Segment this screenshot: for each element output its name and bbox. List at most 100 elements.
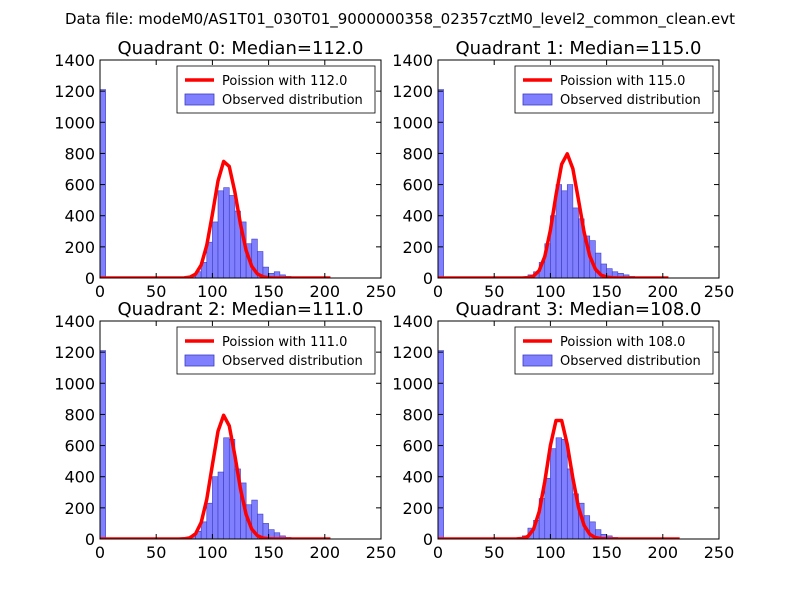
x-tick-label: 100	[535, 543, 566, 562]
legend-label-poisson: Poission with 111.0	[222, 335, 347, 350]
panel-title: Quadrant 0: Median=112.0	[118, 38, 364, 59]
x-tick-label: 250	[366, 543, 397, 562]
x-tick-label: 50	[484, 282, 504, 301]
axes-frame	[437, 59, 720, 279]
plot-area	[100, 89, 331, 278]
x-tick-label: 200	[310, 282, 341, 301]
plot-area	[438, 89, 669, 278]
y-tick-label: 1400	[392, 312, 433, 331]
x-tick-label: 0	[95, 543, 105, 562]
x-tick-label: 150	[253, 543, 284, 562]
legend-label-observed: Observed distribution	[560, 354, 701, 369]
poisson-curve	[438, 418, 680, 539]
legend-label-observed: Observed distribution	[222, 354, 363, 369]
legend-label-poisson: Poission with 112.0	[222, 74, 347, 89]
subplot-3: 0 50 100 150 200 250 0 200 400 600 800 1000 1200 1400…	[392, 299, 734, 562]
panels: 0 50 100 150 200 2500200400600800100012001400…	[54, 38, 734, 562]
subplot-0: 0 50 100 150 200 250 0 200 400 600 800 1000 1200 1400…	[54, 38, 396, 301]
x-tick-label: 200	[648, 282, 679, 301]
y-tick-label: 400	[402, 468, 433, 487]
y-tick-label: 1000	[54, 374, 95, 393]
y-tick-label: 400	[64, 207, 95, 226]
histogram-bar	[544, 477, 551, 539]
x-tick-label: 0	[433, 282, 443, 301]
legend: Poission with 115.0 Observed distribution	[514, 65, 714, 114]
y-tick-label: 1200	[54, 82, 95, 101]
axes-frame	[99, 59, 382, 279]
y-tick-label: 600	[64, 176, 95, 195]
y-tick-label: 1000	[392, 113, 433, 132]
panel-title: Quadrant 1: Median=115.0	[456, 38, 702, 59]
y-tick-label: 1400	[54, 312, 95, 331]
histogram-bar	[561, 439, 568, 539]
figure-suptitle: Data file: modeM0/AS1T01_030T01_90000003…	[65, 10, 735, 29]
y-tick-label: 400	[64, 468, 95, 487]
panel-title: Quadrant 2: Median=111.0	[118, 299, 364, 320]
y-tick-label: 200	[64, 499, 95, 518]
x-tick-label: 100	[197, 543, 228, 562]
histogram-bar	[223, 437, 230, 539]
histogram-bar	[217, 471, 224, 539]
y-tick-label: 600	[402, 176, 433, 195]
panel-title: Quadrant 3: Median=108.0	[456, 299, 702, 320]
y-tick-label: 800	[402, 405, 433, 424]
legend-bar-swatch	[522, 354, 553, 367]
y-tick-label: 1200	[54, 343, 95, 362]
x-tick-label: 150	[591, 543, 622, 562]
y-tick-label: 800	[64, 144, 95, 163]
histogram-bar	[212, 476, 219, 539]
poisson-curve	[100, 159, 331, 278]
y-tick-label: 200	[402, 238, 433, 257]
axes-frame	[99, 320, 382, 540]
x-tick-label: 100	[197, 282, 228, 301]
histogram-bar	[555, 437, 562, 539]
x-tick-label: 50	[146, 543, 166, 562]
y-tick-label: 200	[402, 499, 433, 518]
poisson-curve	[100, 413, 331, 539]
y-tick-label: 1400	[392, 51, 433, 70]
histogram-bar	[228, 195, 236, 278]
x-tick-label: 0	[433, 543, 443, 562]
histogram-bar	[566, 184, 574, 278]
histogram-bar	[262, 266, 269, 278]
y-tick-label: 0	[85, 530, 95, 549]
y-tick-label: 1200	[392, 343, 433, 362]
plot-area	[438, 350, 680, 539]
x-tick-label: 100	[535, 282, 566, 301]
subplot-2: 0 50 100 150 200 250 0 200 400 600 800 1000 1200 1400…	[54, 299, 396, 562]
x-tick-label: 0	[95, 282, 105, 301]
histogram-bar	[212, 221, 219, 278]
legend-label-observed: Observed distribution	[222, 93, 363, 108]
legend-bar-swatch	[522, 93, 553, 106]
histogram-bar	[438, 350, 444, 539]
x-tick-label: 250	[366, 282, 397, 301]
x-tick-label: 200	[310, 543, 341, 562]
histogram-bar	[100, 89, 106, 278]
histogram-bar	[561, 190, 568, 278]
y-tick-label: 200	[64, 238, 95, 257]
legend-label-observed: Observed distribution	[560, 93, 701, 108]
legend: Poission with 111.0 Observed distribution	[176, 326, 376, 375]
histogram-bar	[438, 89, 444, 278]
x-tick-label: 250	[704, 282, 735, 301]
poisson-curve	[438, 152, 669, 278]
axes-frame	[437, 320, 720, 540]
y-tick-label: 600	[402, 437, 433, 456]
legend-bar-swatch	[184, 93, 215, 106]
y-tick-label: 1000	[392, 374, 433, 393]
y-tick-label: 0	[423, 269, 433, 288]
y-tick-label: 400	[402, 207, 433, 226]
y-tick-label: 1400	[54, 51, 95, 70]
y-tick-label: 800	[402, 144, 433, 163]
x-tick-label: 200	[648, 543, 679, 562]
histogram-bar	[206, 502, 213, 539]
x-tick-label: 150	[253, 282, 284, 301]
plot-area	[100, 350, 331, 539]
legend-label-poisson: Poission with 108.0	[560, 335, 685, 350]
legend: Poission with 112.0 Observed distribution	[176, 65, 376, 114]
legend: Poission with 108.0 Observed distribution	[514, 326, 714, 375]
y-tick-label: 600	[64, 437, 95, 456]
y-tick-label: 0	[423, 530, 433, 549]
x-tick-label: 150	[591, 282, 622, 301]
